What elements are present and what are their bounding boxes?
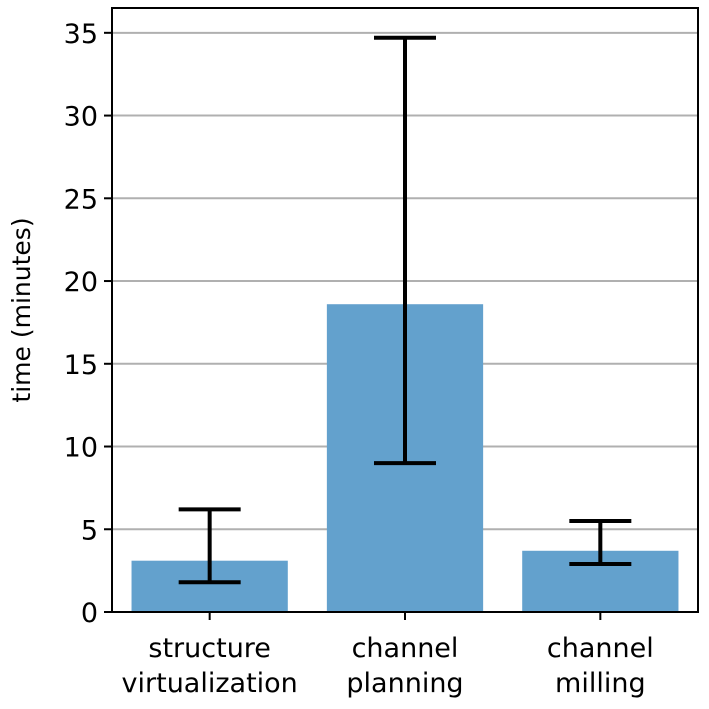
y-tick-label: 30 — [64, 102, 98, 133]
y-axis-title: time (minutes) — [7, 217, 36, 402]
y-tick-label: 25 — [64, 184, 98, 215]
y-tick-label: 10 — [64, 433, 98, 464]
x-tick-label-line: virtualization — [122, 668, 298, 699]
x-tick-label-line: planning — [346, 668, 463, 699]
y-tick-label: 5 — [81, 515, 98, 546]
x-tick-label-line: milling — [555, 668, 646, 699]
x-tick-label-line: channel — [352, 633, 459, 664]
y-tick-label: 35 — [64, 19, 98, 50]
y-tick-label: 15 — [64, 350, 98, 381]
y-tick-label: 20 — [64, 267, 98, 298]
x-tick-label: channel milling — [547, 633, 654, 699]
y-axis-ticks: 0 5 10 15 20 25 30 35 — [64, 19, 112, 629]
error-bars — [178, 35, 632, 585]
x-tick-label: channel planning — [346, 633, 463, 699]
y-tick-label: 0 — [81, 598, 98, 629]
x-tick-label: structure virtualization — [122, 633, 298, 699]
x-tick-label-line: channel — [547, 633, 654, 664]
x-tick-label-line: structure — [148, 633, 271, 664]
